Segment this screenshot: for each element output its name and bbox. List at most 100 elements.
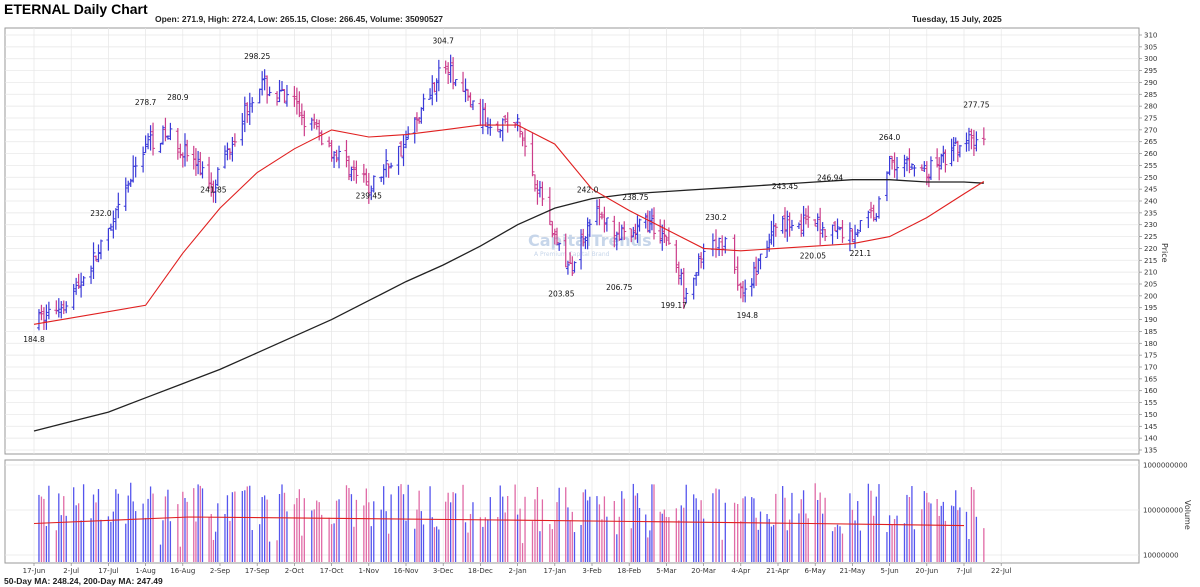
price-tick-label: 275: [1144, 115, 1157, 123]
price-tick-label: 200: [1144, 292, 1157, 300]
price-annotation: 280.9: [167, 93, 189, 102]
price-tick-label: 220: [1144, 245, 1157, 253]
price-tick-label: 270: [1144, 126, 1157, 134]
price-annotation: 246.94: [817, 174, 843, 183]
x-tick-label: 21-Apr: [766, 567, 790, 575]
x-tick-label: 18-Dec: [468, 567, 493, 575]
price-tick-label: 185: [1144, 328, 1157, 336]
price-tick-label: 210: [1144, 269, 1157, 277]
price-tick-label: 140: [1144, 435, 1157, 443]
price-tick-label: 205: [1144, 281, 1157, 289]
x-tick-label: 5-Mar: [656, 567, 676, 575]
price-panel: CapitalTrends A Premium Capital Brand 13…: [4, 27, 1169, 455]
price-annotation: 242.0: [577, 185, 599, 194]
x-tick-label: 17-Jul: [98, 567, 118, 575]
x-tick-label: 16-Aug: [170, 567, 195, 575]
price-tick-label: 290: [1144, 79, 1157, 87]
x-tick-label: 22-Jul: [991, 567, 1011, 575]
price-annotation: 264.0: [879, 133, 901, 142]
price-annotation: 278.7: [135, 98, 157, 107]
x-tick-label: 6-May: [804, 567, 825, 575]
chart-title: ETERNAL Daily Chart: [4, 1, 148, 17]
x-tick-label: 21-May: [839, 567, 865, 575]
x-tick-label: 17-Jan: [543, 567, 566, 575]
price-tick-label: 310: [1144, 32, 1157, 40]
price-annotation: 220.05: [800, 251, 826, 260]
price-annotation: 239.45: [356, 191, 382, 200]
ma200-line: [33, 179, 984, 432]
moving-average-legend: 50-Day MA: 248.24, 200-Day MA: 247.49: [4, 576, 163, 586]
price-tick-label: 230: [1144, 221, 1157, 229]
x-axis: 17-Jun 2-Jul 17-Jul 1-Aug 16-Aug 2-Sep 17-Sep 2…: [23, 563, 1011, 575]
price-tick-label: 155: [1144, 399, 1157, 407]
price-tick-label: 215: [1144, 257, 1157, 265]
price-tick-label: 165: [1144, 375, 1157, 383]
x-tick-label: 2-Jan: [509, 567, 527, 575]
price-tick-label: 295: [1144, 67, 1157, 75]
x-tick-label: 17-Oct: [320, 567, 344, 575]
x-tick-label: 4-Apr: [731, 567, 750, 575]
price-annotation: 199.17: [661, 301, 687, 310]
x-tick-label: 1-Aug: [135, 567, 156, 575]
price-tick-label: 235: [1144, 209, 1157, 217]
price-annotations: 184.8 232.0 278.7 280.9 241.85 298.25 239.45 30…: [23, 37, 989, 344]
x-tick-label: 16-Nov: [393, 567, 418, 575]
price-tick-label: 160: [1144, 387, 1157, 395]
price-annotation: 238.75: [622, 193, 648, 202]
x-tick-label: 2-Oct: [285, 567, 305, 575]
volume-ma-line: [33, 516, 965, 527]
price-annotation: 232.0: [90, 209, 112, 218]
price-tick-label: 255: [1144, 162, 1157, 170]
price-annotation: 184.8: [23, 335, 45, 344]
chart-date: Tuesday, 15 July, 2025: [912, 14, 1002, 24]
price-y-axis: 135 140 145 150 155 160 165 170 175 180 185 190 195 2…: [1139, 32, 1157, 455]
volume-axis-title: Volume: [1183, 500, 1192, 530]
price-annotation: 241.85: [200, 186, 226, 195]
price-tick-label: 175: [1144, 352, 1157, 360]
volume-tick-label: 100000000: [1143, 507, 1183, 515]
price-annotation: 203.85: [548, 290, 574, 299]
x-tick-label: 17-Jun: [23, 567, 46, 575]
price-tick-label: 250: [1144, 174, 1157, 182]
price-annotation: 277.75: [963, 100, 989, 109]
ohlc-readout: Open: 271.9, High: 272.4, Low: 265.15, C…: [155, 14, 444, 24]
ma50-line: [33, 124, 985, 325]
price-annotation: 221.1: [850, 249, 872, 258]
price-annotation: 304.7: [432, 37, 454, 46]
price-grid: [5, 28, 1139, 454]
price-annotation: 298.25: [244, 52, 270, 61]
price-panel-frame: [4, 27, 1140, 455]
price-tick-label: 180: [1144, 340, 1157, 348]
x-tick-label: 1-Nov: [358, 567, 379, 575]
price-annotation: 194.8: [737, 311, 759, 320]
x-tick-label: 18-Feb: [617, 567, 641, 575]
x-tick-label: 17-Sep: [245, 567, 270, 575]
price-tick-label: 190: [1144, 316, 1157, 324]
price-tick-label: 145: [1144, 423, 1157, 431]
price-tick-label: 285: [1144, 91, 1157, 99]
price-tick-label: 265: [1144, 138, 1157, 146]
volume-tick-label: 10000000: [1143, 552, 1179, 560]
price-tick-label: 245: [1144, 186, 1157, 194]
price-annotation: 206.75: [606, 283, 632, 292]
volume-tick-label: 1000000000: [1143, 462, 1188, 470]
price-annotation: 243.45: [772, 182, 798, 191]
x-tick-label: 2-Jul: [63, 567, 79, 575]
x-tick-label: 20-Jun: [915, 567, 938, 575]
price-tick-label: 300: [1144, 55, 1157, 63]
volume-bars: [38, 482, 985, 562]
x-tick-label: 7-Jul: [956, 567, 972, 575]
x-tick-label: 2-Sep: [210, 567, 231, 575]
price-tick-label: 240: [1144, 198, 1157, 206]
x-tick-label: 3-Feb: [582, 567, 602, 575]
volume-y-axis: 1000000000 100000000 10000000: [1143, 462, 1188, 560]
volume-panel: 1000000000 100000000 10000000 Volume: [4, 459, 1192, 564]
watermark-tagline: A Premium Capital Brand: [534, 251, 610, 258]
x-tick-label: 3-Dec: [433, 567, 454, 575]
price-axis-title: Price: [1160, 243, 1169, 263]
x-tick-label: 20-Mar: [691, 567, 716, 575]
price-tick-label: 150: [1144, 411, 1157, 419]
price-tick-label: 135: [1144, 447, 1157, 455]
price-tick-label: 305: [1144, 43, 1157, 51]
